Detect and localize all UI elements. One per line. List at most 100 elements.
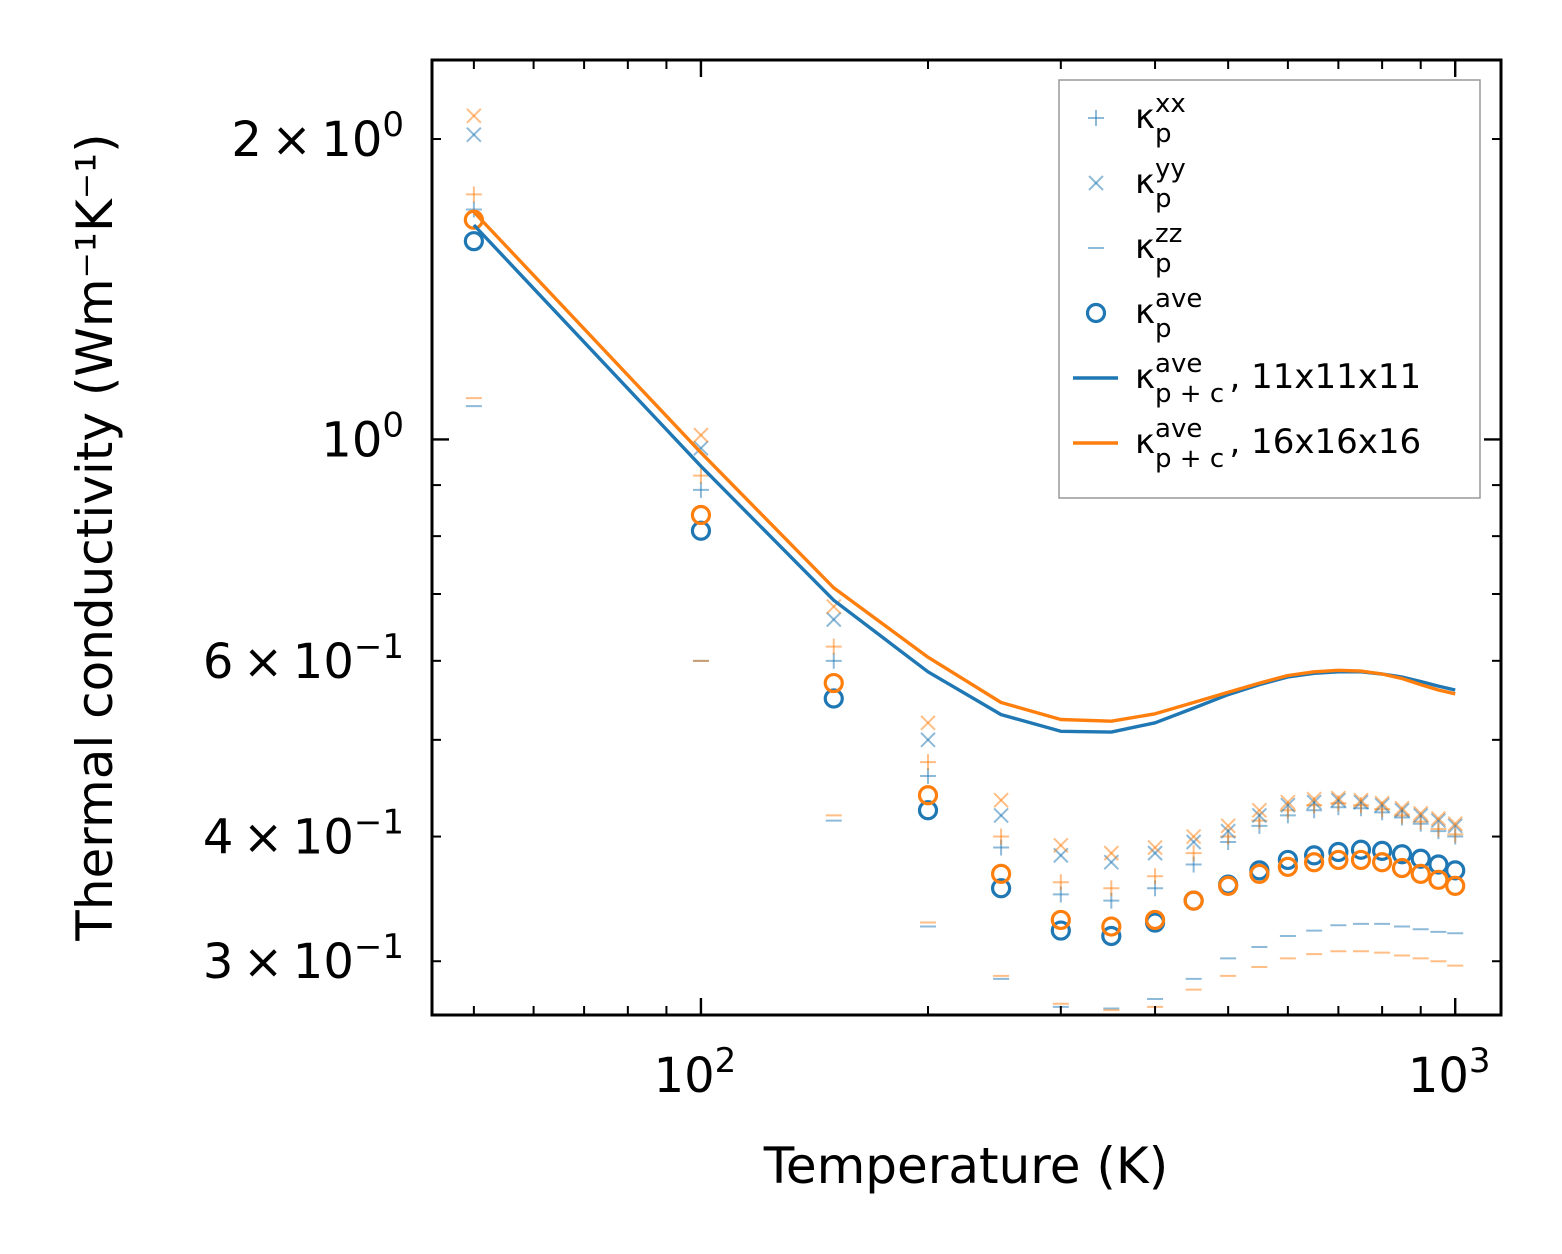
series-kp-ave-16x16x16 <box>463 209 1466 937</box>
legend-label: κave p + c, 16x16x16 <box>1135 414 1421 474</box>
data-point-x <box>1280 797 1296 813</box>
legend-entry: κxx p <box>1088 89 1186 149</box>
data-point-x <box>993 807 1009 824</box>
data-point-plus <box>692 467 709 484</box>
data-point-plus <box>692 481 709 498</box>
series-kp-yy-16x16x16 <box>466 108 1463 861</box>
data-point-plus <box>825 638 842 655</box>
data-point-circle <box>1183 890 1204 911</box>
data-point-x <box>1251 802 1268 818</box>
data-point-circle <box>1372 852 1393 873</box>
legend-circle-icon <box>1085 302 1107 324</box>
data-point-circle <box>690 504 712 526</box>
legend-entry: κyy p <box>1088 154 1186 214</box>
data-point-circle <box>1050 909 1071 931</box>
data-point-x <box>920 732 936 748</box>
data-point-x <box>693 427 709 443</box>
y-tick-label: 4 × 10−1 <box>203 803 404 866</box>
data-point-x <box>466 126 482 143</box>
legend-label: κxx p <box>1135 89 1186 149</box>
data-point-x <box>1430 810 1447 827</box>
legend-entry: κave p <box>1085 284 1202 344</box>
data-point-x <box>1430 812 1447 829</box>
data-point-x <box>1353 794 1369 810</box>
data-point-circle <box>1304 852 1325 873</box>
data-point-x <box>1103 845 1120 861</box>
data-point-x <box>993 792 1009 808</box>
data-point-x <box>1185 834 1202 850</box>
legend-label: κyy p <box>1135 154 1186 214</box>
data-point-circle <box>823 672 844 694</box>
y-tick-label: 2 × 100 <box>231 105 404 168</box>
data-point-x <box>920 715 936 731</box>
data-point-circle <box>1410 863 1431 884</box>
data-point-x <box>1447 816 1463 832</box>
data-point-x <box>1394 802 1410 818</box>
data-point-circle <box>1372 840 1393 861</box>
data-point-x <box>466 108 482 124</box>
x-axis-label: Temperature (K) <box>763 1137 1168 1195</box>
data-point-plus <box>919 767 936 784</box>
data-point-x <box>1330 792 1347 808</box>
data-point-circle <box>463 231 484 252</box>
legend-entry: κave p + c, 16x16x16 <box>1073 414 1421 474</box>
data-point-plus <box>825 652 842 669</box>
data-point-circle <box>1304 845 1325 866</box>
data-point-plus <box>993 828 1010 845</box>
data-point-x <box>826 611 842 628</box>
legend-entry: κave p + c, 11x11x11 <box>1073 349 1421 409</box>
data-point-x <box>693 440 709 456</box>
data-point-x <box>1220 818 1236 834</box>
axes: 102 103 2 × 100 100 6 × 10−1 4 × 10−1 3 × 10−1 <box>203 58 1503 1104</box>
data-point-circle <box>1428 854 1449 875</box>
data-point-circle <box>990 878 1012 899</box>
data-point-x <box>1447 818 1463 834</box>
plot-frame <box>430 58 1503 1017</box>
data-point-plus <box>1103 880 1120 897</box>
data-point-circle <box>1101 916 1122 937</box>
y-axis-label: Thermal conductivity (Wm⁻¹K⁻¹) <box>66 133 124 941</box>
data-point-plus <box>1185 845 1202 862</box>
data-point-circle <box>1249 863 1270 884</box>
data-point-circle <box>1050 920 1071 941</box>
y-tick-label: 100 <box>321 405 404 468</box>
data-point-x <box>1306 791 1322 807</box>
data-point-x <box>1394 800 1410 816</box>
data-point-x <box>1330 790 1347 806</box>
data-point-circle <box>1277 856 1298 877</box>
data-point-circle <box>1101 925 1122 947</box>
series-kp-c-ave-16x16x16 <box>472 210 1456 723</box>
data-point-plus <box>1430 821 1447 838</box>
plot-marks <box>463 108 1466 1012</box>
x-tick-label: 103 <box>1408 1041 1491 1104</box>
data-point-circle <box>1350 839 1372 860</box>
data-point-x <box>1280 794 1296 810</box>
data-point-circle <box>917 785 939 806</box>
series-kp-zz-16x16x16 <box>465 397 1464 1012</box>
data-point-circle <box>1328 841 1349 863</box>
y-tick-label: 6 × 10−1 <box>203 627 404 690</box>
legend-label: κzz p <box>1135 219 1182 279</box>
data-point-circle <box>1328 849 1349 871</box>
data-point-plus <box>465 201 482 218</box>
data-point-x <box>1353 792 1369 808</box>
data-point-plus <box>1147 868 1164 885</box>
data-point-circle <box>1218 875 1239 896</box>
data-point-x <box>1220 823 1236 839</box>
data-point-x <box>1306 794 1322 810</box>
data-point-circle <box>1410 848 1431 869</box>
x-tick-label: 102 <box>654 1041 737 1104</box>
legend-box <box>1058 79 1481 499</box>
data-point-circle <box>1350 849 1372 871</box>
data-point-plus <box>919 754 936 771</box>
legend-entry: κzz p <box>1088 219 1182 279</box>
data-point-x <box>1053 837 1069 854</box>
series-kp-c-ave-16x16x16-line <box>472 210 1456 723</box>
data-point-circle <box>990 863 1012 884</box>
data-point-x <box>1147 845 1163 861</box>
data-point-circle <box>917 800 939 821</box>
legend-label: κave p <box>1135 284 1202 344</box>
data-point-circle <box>1391 857 1413 879</box>
